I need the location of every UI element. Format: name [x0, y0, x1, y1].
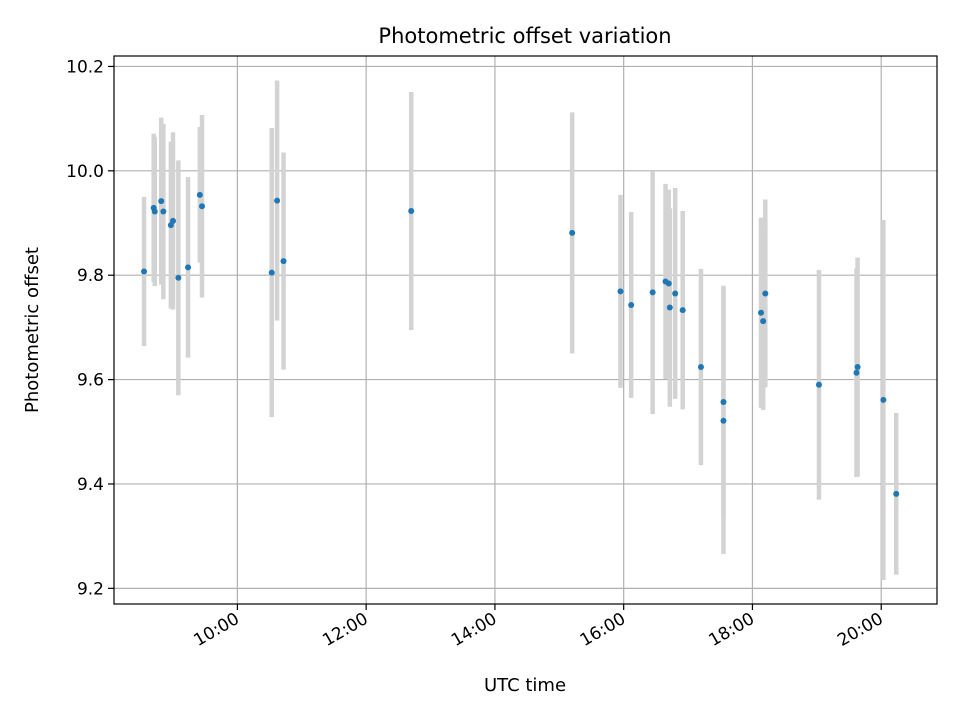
- data-point: [170, 217, 177, 224]
- y-tick-label: 10.0: [66, 162, 104, 182]
- y-tick-label: 9.6: [77, 371, 104, 391]
- data-point: [649, 289, 656, 296]
- y-axis-label: Photometric offset: [22, 247, 43, 413]
- data-point: [720, 417, 727, 424]
- data-point: [408, 208, 415, 215]
- data-point: [274, 197, 281, 204]
- data-point: [880, 396, 887, 403]
- data-point: [569, 229, 576, 236]
- chart-title: Photometric offset variation: [378, 24, 671, 48]
- data-point: [185, 264, 192, 271]
- data-point: [854, 364, 861, 371]
- y-tick-label: 9.4: [77, 475, 104, 495]
- y-tick-label: 9.2: [77, 579, 104, 599]
- data-point: [720, 399, 727, 406]
- y-tick-label: 10.2: [66, 57, 104, 77]
- data-point: [853, 369, 860, 376]
- data-point: [141, 268, 148, 275]
- data-point: [672, 290, 679, 297]
- data-point: [280, 258, 287, 265]
- data-point: [158, 198, 165, 205]
- data-point: [268, 269, 275, 276]
- data-point: [760, 318, 767, 325]
- data-point: [762, 290, 769, 297]
- data-point: [628, 301, 635, 308]
- data-point: [893, 490, 900, 497]
- data-point: [679, 307, 686, 314]
- y-tick-label: 9.8: [77, 266, 104, 286]
- marker-layer: [141, 191, 900, 497]
- data-point: [665, 280, 672, 287]
- data-point: [196, 191, 203, 198]
- data-point: [175, 274, 182, 281]
- data-point: [617, 288, 624, 295]
- data-point: [697, 364, 704, 371]
- data-point: [666, 304, 673, 311]
- data-point: [758, 309, 765, 316]
- plot-frame: [113, 55, 938, 605]
- data-point: [151, 208, 158, 215]
- x-axis-label: UTC time: [484, 675, 566, 696]
- data-point: [160, 208, 167, 215]
- y-axis-ticks: 9.2 9.4 9.6 9.8 10.0 10.2: [66, 57, 114, 599]
- data-point: [815, 381, 822, 388]
- data-point: [198, 203, 205, 210]
